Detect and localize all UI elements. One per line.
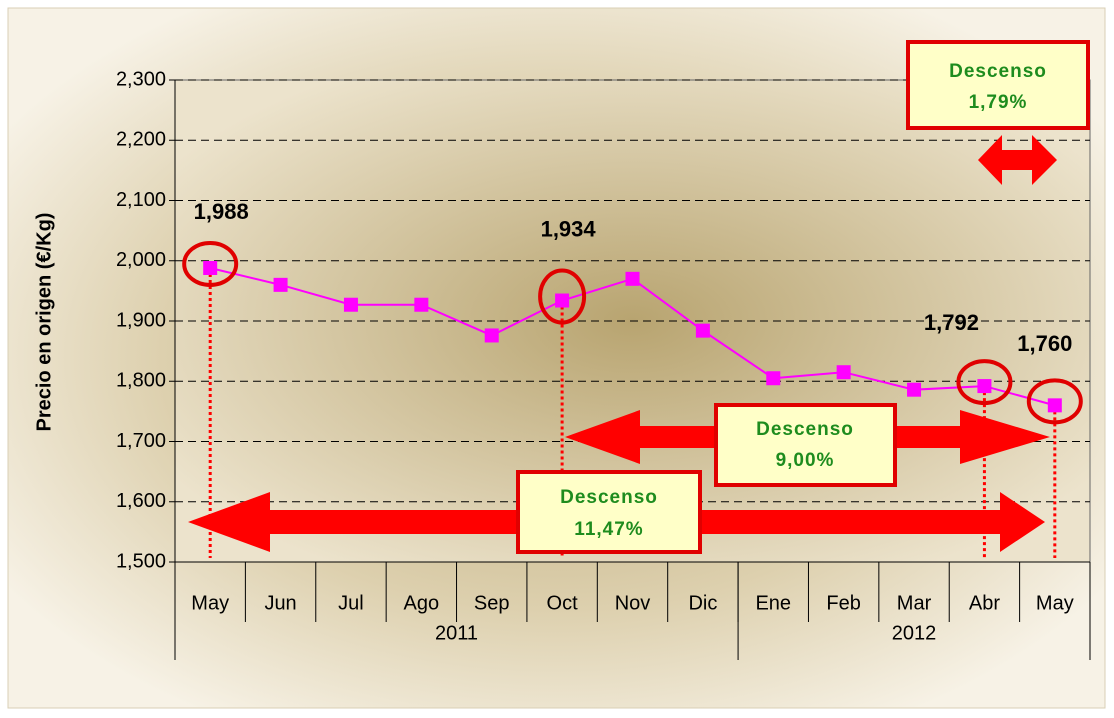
box [906,40,1090,130]
y-tick-label: 2,000 [116,249,166,271]
annotation-title: Descenso [949,61,1047,82]
annotation-title: Descenso [560,487,658,508]
marker [203,260,218,275]
marker [695,323,710,338]
y-tick-label: 2,100 [116,189,166,211]
y-tick-label: 1,900 [116,309,166,331]
x-tick-label: Jun [264,592,296,614]
marker [907,382,922,397]
x-tick-label: Dic [688,592,717,614]
data-label: 1,934 [541,216,597,241]
y-tick-label: 1,600 [116,490,166,512]
y-tick-label: 1,500 [116,550,166,572]
x-tick-label: Ene [755,592,791,614]
x-tick-label: Feb [826,592,860,614]
data-label: 1,792 [924,310,979,335]
marker [343,297,358,312]
marker [836,365,851,380]
x-tick-label: Oct [547,592,579,614]
marker [766,371,781,386]
annotation-value: 1,79% [969,92,1028,113]
data-label: 1,760 [1017,331,1072,356]
highlight-circle [956,359,1013,406]
x-tick-label: Sep [474,592,510,614]
x-tick-label: Jul [338,592,364,614]
highlight-circle [182,240,239,287]
marker [414,297,429,312]
data-label: 1,988 [194,199,249,224]
x-tick-label: Nov [615,592,651,614]
x-tick-label: Mar [897,592,932,614]
highlight-circle [538,268,587,325]
annotation-value: 9,00% [776,450,835,471]
y-tick-label: 1,800 [116,370,166,392]
highlight-circle [1026,378,1083,425]
marker [625,271,640,286]
y-tick-label: 2,300 [116,68,166,90]
group-label: 2012 [892,622,937,644]
y-tick-label: 1,700 [116,430,166,452]
y-axis-title: Precio en origen (€/Kg) [33,213,55,432]
arrow [978,135,1057,185]
annotation-value: 11,47% [574,519,643,540]
annotation-box: Descenso 1,79% [906,40,1090,130]
annotation-title: Descenso [756,419,854,440]
x-tick-label: May [1036,592,1074,614]
y-tick-label: 2,200 [116,129,166,151]
marker [555,293,570,308]
x-tick-label: Abr [969,592,1000,614]
marker [1047,398,1062,413]
annotation-box: Descenso 11,47% [516,470,702,554]
x-tick-label: May [191,592,229,614]
x-tick-label: Ago [404,592,440,614]
box [516,470,702,554]
marker [977,379,992,394]
annotation-box: Descenso 9,00% [714,403,897,487]
group-label: 2011 [435,622,478,644]
box [714,403,897,487]
marker [273,277,288,292]
marker [484,328,499,343]
